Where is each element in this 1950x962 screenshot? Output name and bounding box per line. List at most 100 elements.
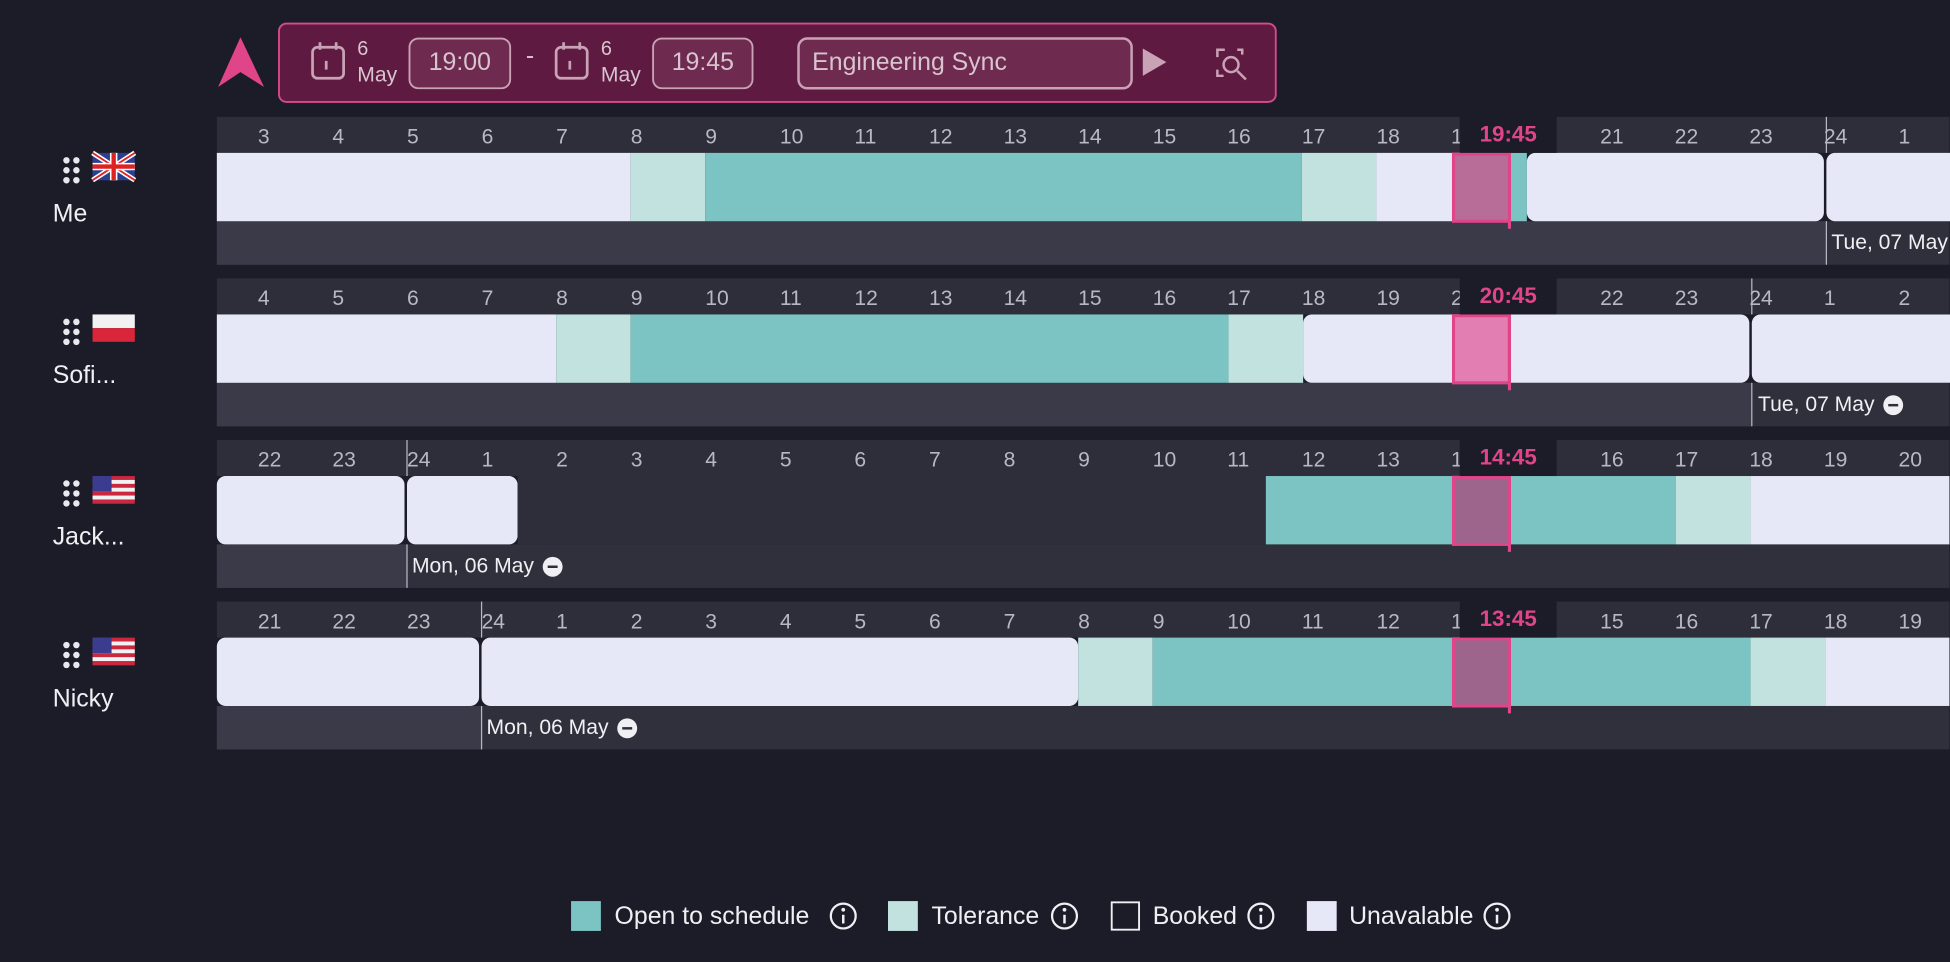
drag-handle[interactable] [73,176,80,184]
drag-handle[interactable] [63,480,70,487]
availability-tol [1301,152,1377,222]
drag-handle[interactable] [73,651,80,659]
hour-label: 7 [929,449,941,472]
hour-label: 12 [1376,610,1399,633]
end-time: 19:45 [672,49,734,76]
selection[interactable] [1451,637,1511,708]
flag-canton [92,637,112,654]
hour-label: 22 [332,610,355,633]
hour-label: 7 [482,287,494,310]
drag-handle[interactable] [73,167,80,174]
info-icon[interactable] [829,902,857,930]
drag-handle[interactable] [73,661,80,669]
drag-handle[interactable] [73,480,80,487]
drag-handle[interactable] [63,328,70,336]
hour-label: 2 [556,449,568,472]
drag-handle[interactable] [63,318,70,326]
hour-label: 18 [1749,449,1772,472]
flag-stripe [92,645,135,650]
time-marker: 14:45 [1480,445,1537,470]
drag-handle[interactable] [63,490,70,497]
calendar-icon[interactable] [311,42,345,80]
logo[interactable] [218,37,265,88]
flag-stripe [92,487,135,493]
hour-label: 6 [854,449,866,472]
meeting-title: Engineering Sync [812,49,1007,76]
availability-unav [216,314,557,383]
hour-label: 9 [705,126,717,149]
start-time: 19:00 [429,49,491,76]
hour-label: 11 [1302,610,1324,633]
hour-label: 15 [1153,126,1176,149]
flag-stripe [92,483,135,489]
drag-handle[interactable] [63,651,70,659]
hour-label: 14 [1004,287,1028,310]
start-time-input[interactable] [408,37,512,90]
hour-label: 16 [1227,126,1250,149]
hour-label: 11 [1227,449,1249,472]
availability-tol [1228,314,1304,383]
drag-handle[interactable] [63,176,70,184]
flag-stripe [92,637,135,642]
hour-label: 19 [1898,610,1921,633]
end-month: May [601,63,641,86]
drag-handle[interactable] [73,641,80,649]
drag-handle[interactable] [73,318,80,326]
selection[interactable] [1451,314,1511,385]
flag-bottom [92,328,135,342]
legend-swatch [887,901,918,931]
play-button[interactable] [1142,48,1167,76]
info-icon[interactable] [1050,902,1079,930]
drag-handle[interactable] [63,167,70,174]
availability-open [705,152,1302,222]
hour-label: 3 [631,449,643,472]
drag-handle[interactable] [63,661,70,669]
info-icon-ring [1050,902,1079,930]
availability-unav [216,637,480,706]
drag-handle[interactable] [63,338,70,346]
drag-handle[interactable] [63,500,70,507]
hour-label: 23 [1675,287,1698,310]
availability-unav [1303,314,1750,383]
hour-bar [216,601,1950,638]
flag-stripe [92,653,135,658]
drag-handle[interactable] [73,338,80,346]
flag-stripe [92,661,135,666]
hour-label: 11 [780,287,802,310]
drag-handle[interactable] [73,157,80,164]
availability-unav [1825,637,1950,706]
flag [92,476,135,504]
hour-bar [216,278,1950,315]
drag-handle[interactable] [63,157,70,164]
info-icon[interactable] [1247,902,1275,930]
time-marker-box [1459,273,1557,315]
date-label: Mon, 06 May [487,716,609,739]
hour-label: 1 [1824,287,1836,310]
calendar-icon[interactable] [554,42,589,80]
hour-label: 4 [705,449,717,472]
availability-open [1509,152,1527,222]
hour-label: 2 [1898,287,1910,310]
hour-label: 16 [1153,287,1176,310]
hour-label: 14 [1078,126,1102,149]
drag-handle[interactable] [73,500,80,507]
flag-stripe [92,641,135,646]
hour-label: 4 [258,287,270,310]
zoom-button[interactable] [1216,48,1247,81]
meeting-title-input[interactable] [797,37,1133,90]
info-icon[interactable] [1483,902,1511,930]
selection[interactable] [1451,475,1511,546]
end-time-input[interactable] [652,37,754,90]
date-label: Mon, 06 May [412,554,534,577]
drag-handle[interactable] [73,328,80,336]
availability-unav [1826,152,1950,222]
hour-label: 21 [1600,126,1623,149]
hour-label: 1 [1451,126,1463,149]
drag-handle[interactable] [73,490,80,497]
drag-handle[interactable] [63,641,70,649]
time-marker: 13:45 [1480,606,1537,631]
date-strip-prev [216,705,482,750]
selection[interactable] [1451,152,1511,223]
legend-swatch [1306,901,1337,931]
availability-tol [1078,637,1153,706]
